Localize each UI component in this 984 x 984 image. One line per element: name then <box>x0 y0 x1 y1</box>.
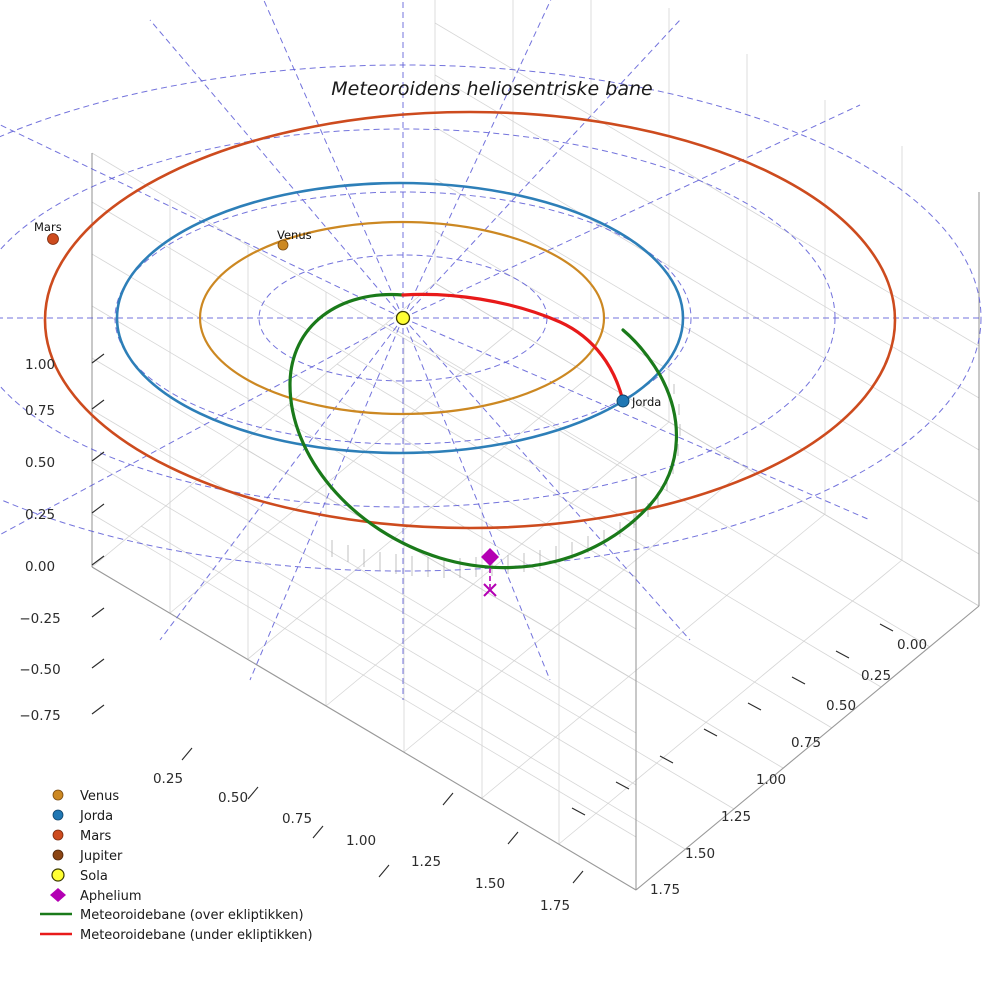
x-tick-label: 1.75 <box>540 898 570 914</box>
z-tick-label: −0.25 <box>19 611 60 627</box>
legend-label: Meteoroidebane (over ekliptikken) <box>80 908 304 923</box>
venus-label: Venus <box>277 228 312 242</box>
jorda-orbit <box>115 181 685 455</box>
legend-item-jupiter[interactable]: Jupiter <box>52 849 123 864</box>
x-tick-label: 1.00 <box>346 833 376 849</box>
page-title: Meteoroidens heliosentriske bane <box>331 78 652 100</box>
mars-marker <box>47 233 59 245</box>
venus-orbit <box>198 220 606 416</box>
venus-marker <box>277 239 289 251</box>
z-axis: 1.00 0.75 0.50 0.25 0.00 −0.25 −0.50 −0.… <box>19 353 105 724</box>
aphelium-diamond-icon <box>481 548 499 566</box>
legend-label: Aphelium <box>80 889 142 904</box>
axes-box-edges <box>91 153 980 891</box>
jorda-marker <box>616 394 630 408</box>
meteoroid-orbit-under-ecliptic <box>401 292 625 403</box>
venus-dot-icon <box>52 789 64 801</box>
jorda-dot-icon <box>52 809 64 821</box>
legend-item-aphelium[interactable]: Aphelium <box>50 888 142 904</box>
jupiter-dot-icon <box>52 849 64 861</box>
heliocentric-polar-grid <box>0 0 982 700</box>
y-tick-label: 0.25 <box>861 668 891 684</box>
x-tick-label: 0.50 <box>218 790 248 806</box>
y-tick-label: 1.25 <box>721 809 751 825</box>
z-tick-label: −0.75 <box>19 708 60 724</box>
sola-marker <box>395 310 411 326</box>
x-tick-label: 0.75 <box>282 811 312 827</box>
z-tick-label: −0.50 <box>19 662 60 678</box>
y-tick-label: 1.00 <box>756 772 786 788</box>
meteoroid-orbit-over-ecliptic <box>288 292 679 570</box>
legend-label: Mars <box>80 829 112 844</box>
aphelium-projection-x-icon <box>483 583 497 597</box>
legend-item-sola[interactable]: Sola <box>51 868 108 884</box>
legend-item-meteoroid-over[interactable]: Meteoroidebane (over ekliptikken) <box>40 908 304 923</box>
z-tick-label: 0.00 <box>25 559 55 575</box>
axes-pane-floor <box>91 282 980 891</box>
aphelium-diamond-icon <box>50 888 66 902</box>
x-tick-label: 1.25 <box>411 854 441 870</box>
sola-dot-icon <box>51 868 65 882</box>
legend-label: Sola <box>80 869 108 884</box>
legend-label: Meteoroidebane (under ekliptikken) <box>80 928 313 943</box>
z-tick-label: 1.00 <box>25 357 55 373</box>
y-tick-label: 0.50 <box>826 698 856 714</box>
legend-label: Jupiter <box>79 849 123 864</box>
y-tick-label: 0.00 <box>897 637 927 653</box>
jorda-label: Jorda <box>631 395 661 409</box>
mars-label: Mars <box>34 220 62 234</box>
x-tick-label: 1.50 <box>475 876 505 892</box>
legend-item-jorda[interactable]: Jorda <box>52 809 113 824</box>
axes-pane-right <box>434 0 980 607</box>
legend-label: Jorda <box>79 809 113 824</box>
legend-item-mars[interactable]: Mars <box>52 829 112 844</box>
y-axis: 0.00 0.25 0.50 0.75 1.00 1.25 1.50 1.75 <box>571 623 927 898</box>
meteoroid-stems <box>331 384 681 578</box>
z-tick-label: 0.50 <box>25 455 55 471</box>
legend-label: Venus <box>80 789 119 804</box>
legend: Venus Jorda Mars Jupiter <box>40 789 313 943</box>
y-tick-label: 1.75 <box>650 882 680 898</box>
legend-item-meteoroid-under[interactable]: Meteoroidebane (under ekliptikken) <box>40 928 313 943</box>
x-axis: 0.25 0.50 0.75 1.00 1.25 1.50 1.75 <box>153 747 584 914</box>
y-tick-label: 0.75 <box>791 735 821 751</box>
z-tick-label: 0.75 <box>25 403 55 419</box>
mars-dot-icon <box>52 829 64 841</box>
y-tick-label: 1.50 <box>685 846 715 862</box>
legend-item-venus[interactable]: Venus <box>52 789 119 804</box>
z-tick-label: 0.25 <box>25 507 55 523</box>
aphelium-marker-group <box>481 548 499 597</box>
x-tick-label: 0.25 <box>153 771 183 787</box>
mars-orbit <box>43 110 897 530</box>
